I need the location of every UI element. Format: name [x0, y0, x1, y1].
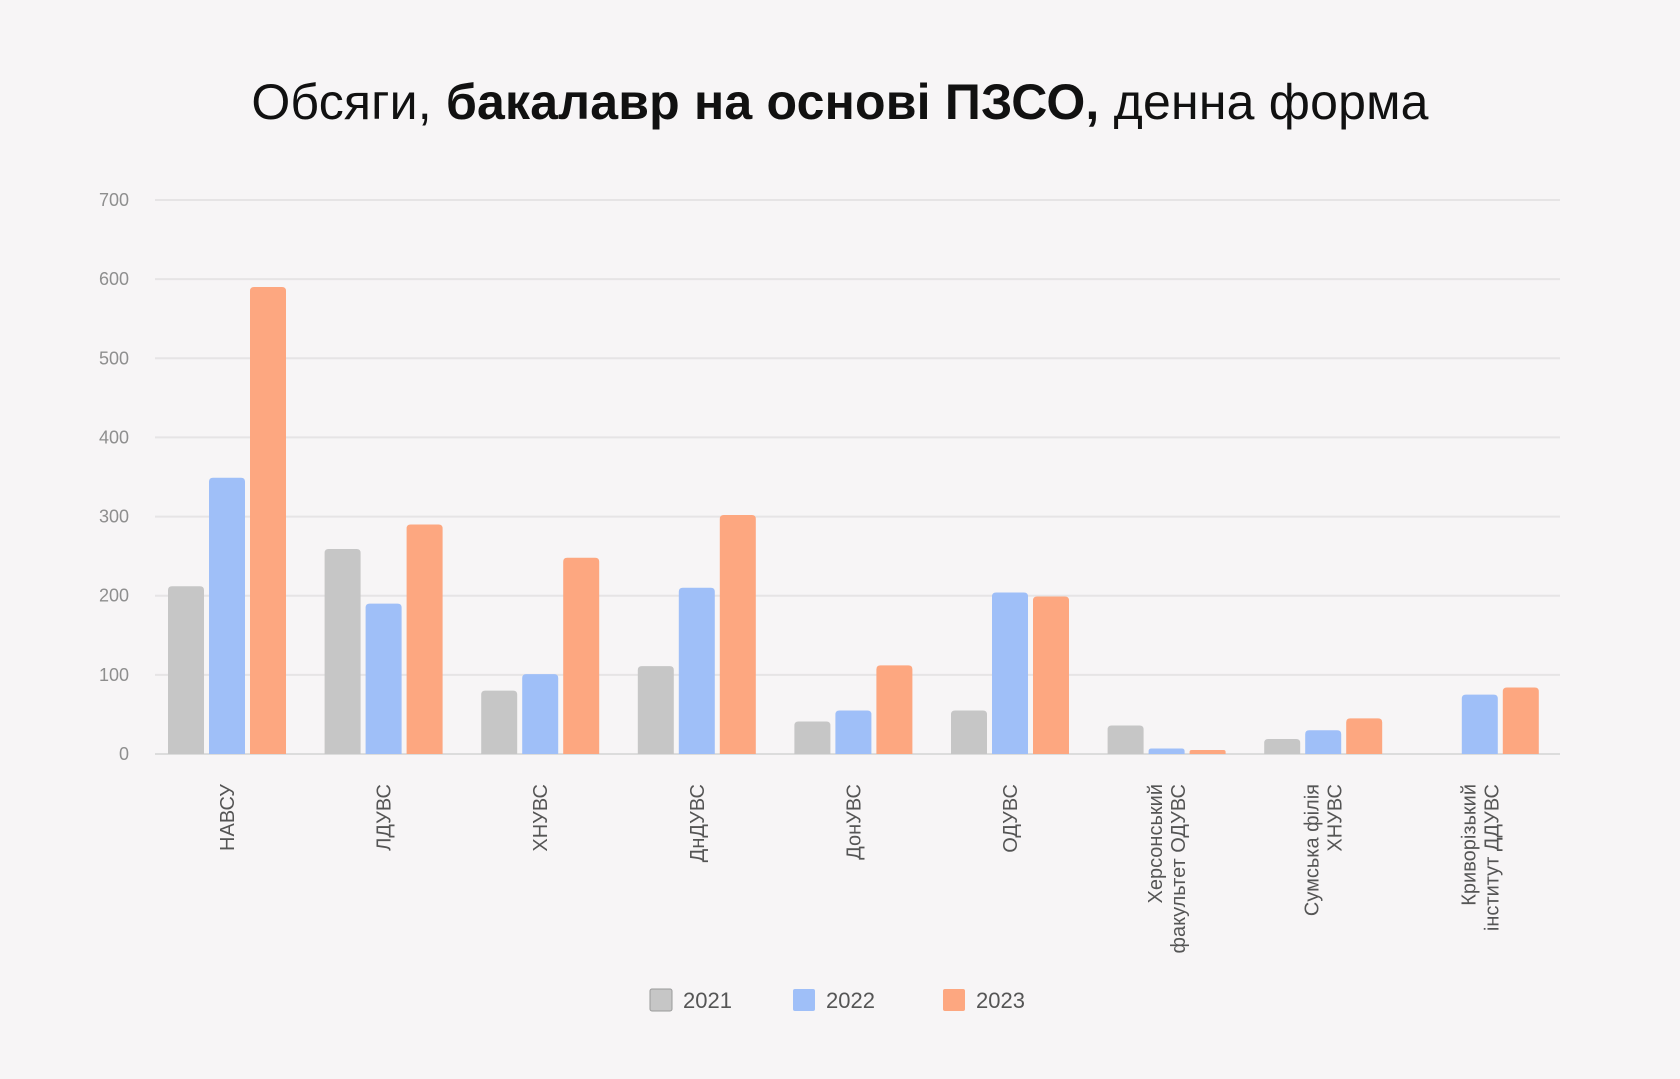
bar-2022-1	[365, 603, 402, 754]
y-tick-label: 200	[99, 586, 129, 606]
title-part-3: денна форма	[1113, 74, 1429, 130]
bar-2023-8	[1502, 687, 1539, 754]
bar-2023-1	[406, 524, 443, 754]
legend-swatch-2023	[943, 989, 965, 1011]
y-tick-label: 500	[99, 348, 129, 368]
x-tick-label: Криворізький	[1458, 784, 1480, 906]
bars	[168, 287, 1539, 754]
bar-2021-5	[951, 710, 987, 754]
x-tick-label: ХНУВС	[530, 784, 552, 852]
chart-title: Обсяги, бакалавр на основі ПЗСО, денна ф…	[0, 66, 1680, 138]
bar-2023-2	[563, 557, 600, 754]
x-axis: НАВСУ ЛДУВС ХНУВС ДнДУВС ДонУВС ОДУВС Херсонсь…	[217, 784, 1503, 954]
legend-label-2021: 2021	[683, 988, 732, 1013]
x-tick-label: Сумська філія	[1302, 784, 1324, 916]
bar-2022-4	[835, 710, 872, 754]
x-tick-label: ДнДУВС	[687, 784, 709, 862]
y-tick-label: 300	[99, 507, 129, 527]
bar-2022-5	[992, 592, 1028, 754]
legend: 2021 2022 2023	[649, 988, 1025, 1013]
legend-swatch-2021	[649, 988, 673, 1012]
x-tick-label: факультет ОДУВС	[1168, 784, 1190, 953]
x-tick-label: Херсонський	[1145, 784, 1167, 904]
bar-2022-7	[1305, 730, 1342, 754]
y-tick-label: 600	[99, 269, 129, 289]
bar-2021-7	[1264, 738, 1301, 754]
x-tick-label: НАВСУ	[217, 784, 239, 851]
bar-2022-0	[209, 477, 245, 754]
title-part-2: бакалавр на основі ПЗСО,	[445, 74, 1100, 130]
bar-2022-8	[1461, 694, 1498, 754]
bar-2021-2	[481, 690, 518, 754]
x-tick-label: ДонУВС	[843, 784, 865, 860]
bar-2023-6	[1189, 750, 1226, 754]
bar-2021-1	[324, 549, 361, 754]
bar-2022-6	[1148, 748, 1185, 754]
legend-swatch-2022	[793, 989, 815, 1011]
bar-2021-3	[637, 666, 674, 754]
bar-2022-3	[678, 587, 715, 754]
y-tick-label: 100	[99, 665, 129, 685]
bar-2023-7	[1346, 718, 1383, 754]
bar-2023-3	[719, 514, 756, 754]
y-tick-label: 400	[99, 427, 129, 447]
x-tick-label: інститут ДДУВС	[1481, 784, 1503, 931]
x-tick-label: ХНУВС	[1325, 784, 1347, 852]
title-part-1: Обсяги,	[251, 74, 432, 130]
bar-2023-4	[876, 665, 913, 754]
bar-2023-5	[1033, 596, 1069, 754]
x-tick-label: ЛДУВС	[374, 784, 396, 851]
bar-2021-4	[794, 721, 831, 754]
legend-label-2022: 2022	[826, 988, 875, 1013]
bar-2023-0	[250, 287, 286, 754]
bar-2021-0	[168, 586, 204, 754]
legend-label-2023: 2023	[976, 988, 1025, 1013]
y-tick-label: 700	[99, 190, 129, 210]
y-tick-label: 0	[119, 744, 129, 764]
bar-2021-6	[1107, 725, 1144, 754]
bar-2022-2	[522, 674, 559, 754]
x-tick-label: ОДУВС	[1000, 784, 1022, 853]
y-axis: 0 100 200 300 400 500 600 700	[99, 190, 129, 764]
